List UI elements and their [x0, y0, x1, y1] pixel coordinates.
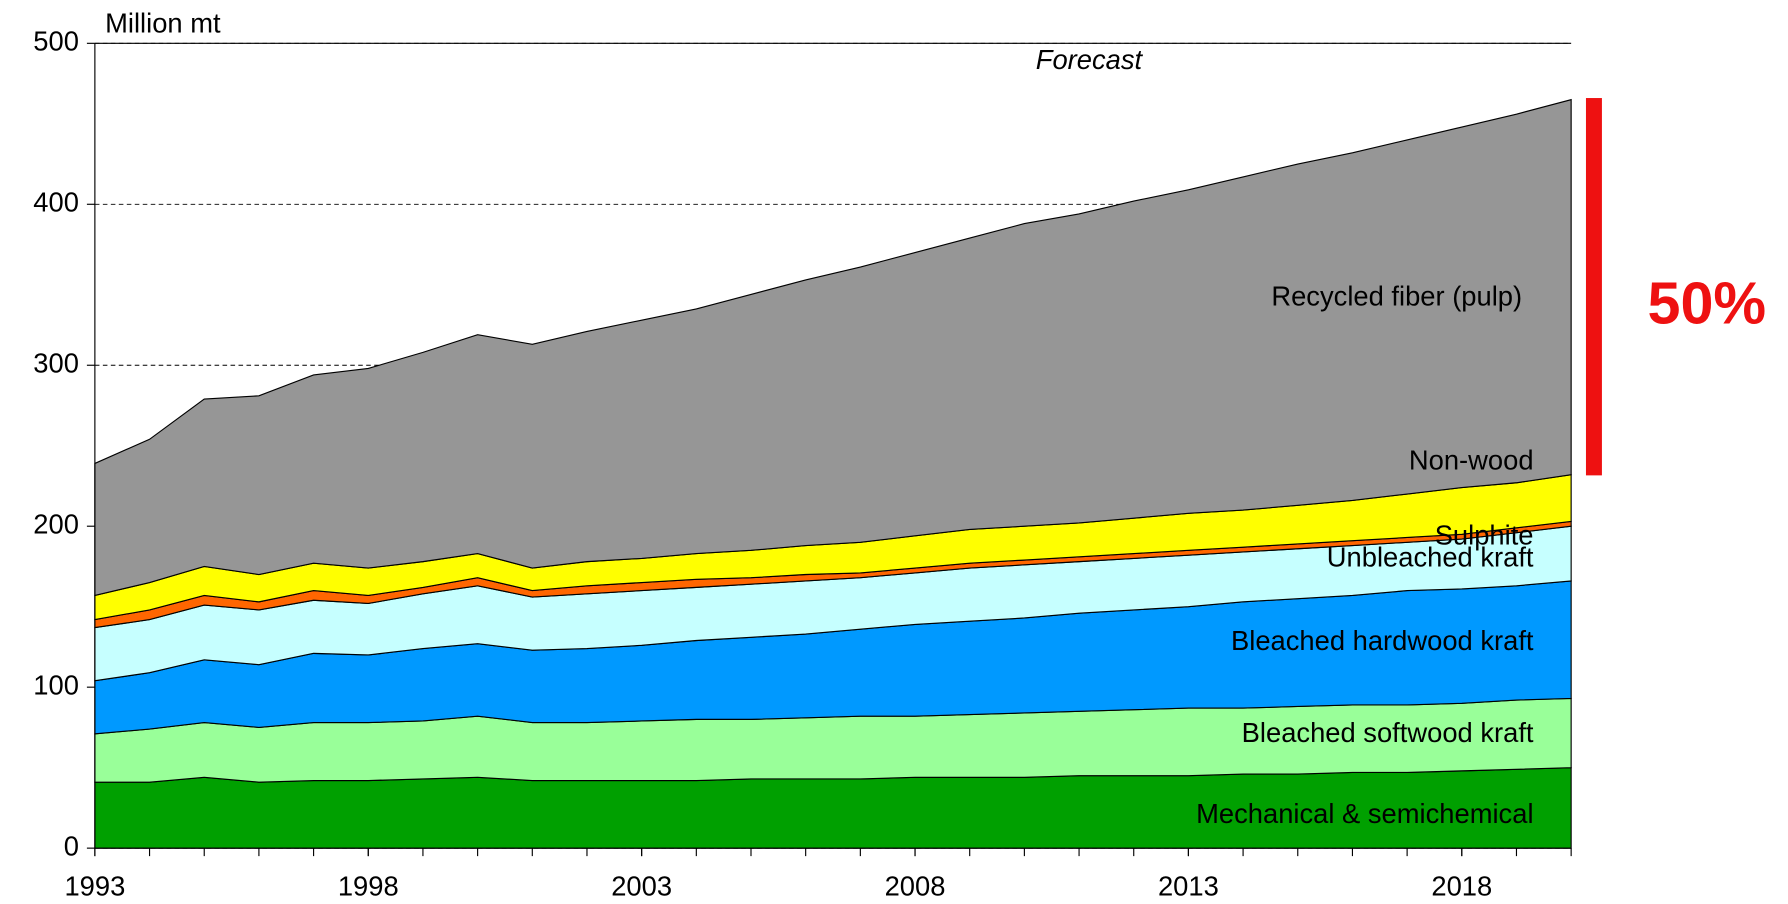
series-label: Unbleached kraft: [1327, 541, 1534, 572]
x-tick-label: 1993: [64, 870, 125, 901]
share-annotation: 50%: [1647, 269, 1766, 336]
area: [94, 98, 1572, 597]
y-tick-label: 100: [33, 669, 79, 700]
x-tick-label: 2008: [885, 870, 946, 901]
share-bar: [1585, 98, 1602, 476]
y-axis-label: Million mt: [105, 7, 221, 38]
y-tick-label: 200: [33, 508, 79, 539]
series-label: Bleached softwood kraft: [1242, 717, 1534, 748]
series-label: Bleached hardwood kraft: [1231, 625, 1534, 656]
y-tick-label: 400: [33, 187, 79, 218]
series-label: Sulphite: [1435, 519, 1534, 550]
series-label: Non-wood: [1409, 444, 1534, 475]
series-label: Recycled fiber (pulp): [1271, 281, 1522, 312]
y-tick-label: 300: [33, 347, 79, 378]
x-tick-label: 1998: [338, 870, 399, 901]
y-tick-label: 500: [33, 26, 79, 57]
series-label: Mechanical & semichemical: [1196, 798, 1533, 829]
annotation: Forecast: [1036, 44, 1144, 75]
x-tick-label: 2018: [1431, 870, 1492, 901]
x-tick-label: 2013: [1158, 870, 1219, 901]
x-tick-label: 2003: [611, 870, 672, 901]
y-tick-label: 0: [64, 830, 79, 861]
